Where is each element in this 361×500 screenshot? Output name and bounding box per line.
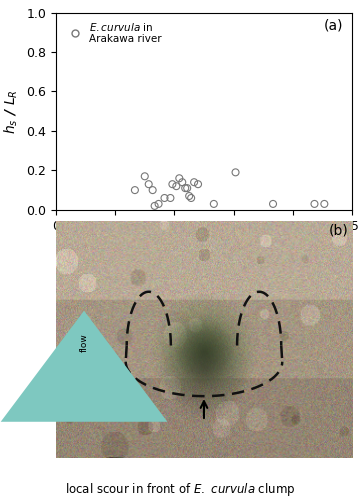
Point (146, 180, 152, 188)
Point (186, 192, 192, 200)
Point (170, 180, 175, 188)
Point (184, 184, 190, 192)
Text: (a): (a) (323, 18, 343, 32)
Point (321, 200, 327, 208)
Point (142, 172, 148, 180)
Text: $\mathbf{\mathit{h}}_\mathbf{\mathit{s}}$ / $\mathbf{\mathit{L}}_\mathbf{\mathit: $\mathbf{\mathit{h}}_\mathbf{\mathit{s}}… (3, 88, 21, 134)
Point (232, 168, 238, 176)
Point (177, 174, 182, 182)
Point (152, 202, 157, 210)
Point (191, 178, 197, 186)
Point (195, 180, 201, 188)
Point (173, 182, 179, 190)
Point (211, 200, 217, 208)
Text: (b): (b) (329, 224, 349, 238)
Point (168, 194, 173, 202)
Point (156, 200, 161, 208)
Legend: $\mathit{E. curvula}$ in
Arakawa river: $\mathit{E. curvula}$ in Arakawa river (61, 18, 165, 48)
Text: $\mathbf{\mathit{H}}$ / $\mathbf{\mathit{D}}_\mathbf{\mathit{c}}$: $\mathbf{\mathit{H}}$ / $\mathbf{\mathit… (182, 236, 226, 252)
Point (270, 200, 276, 208)
Point (182, 184, 188, 192)
Point (312, 200, 317, 208)
Point (188, 194, 194, 202)
Point (150, 186, 156, 194)
Point (162, 194, 168, 202)
Text: local scour in front of $\mathit{E.\ curvula}$ clump: local scour in front of $\mathit{E.\ cur… (65, 480, 296, 498)
Text: flow: flow (79, 334, 88, 352)
Point (132, 186, 138, 194)
Point (179, 178, 185, 186)
